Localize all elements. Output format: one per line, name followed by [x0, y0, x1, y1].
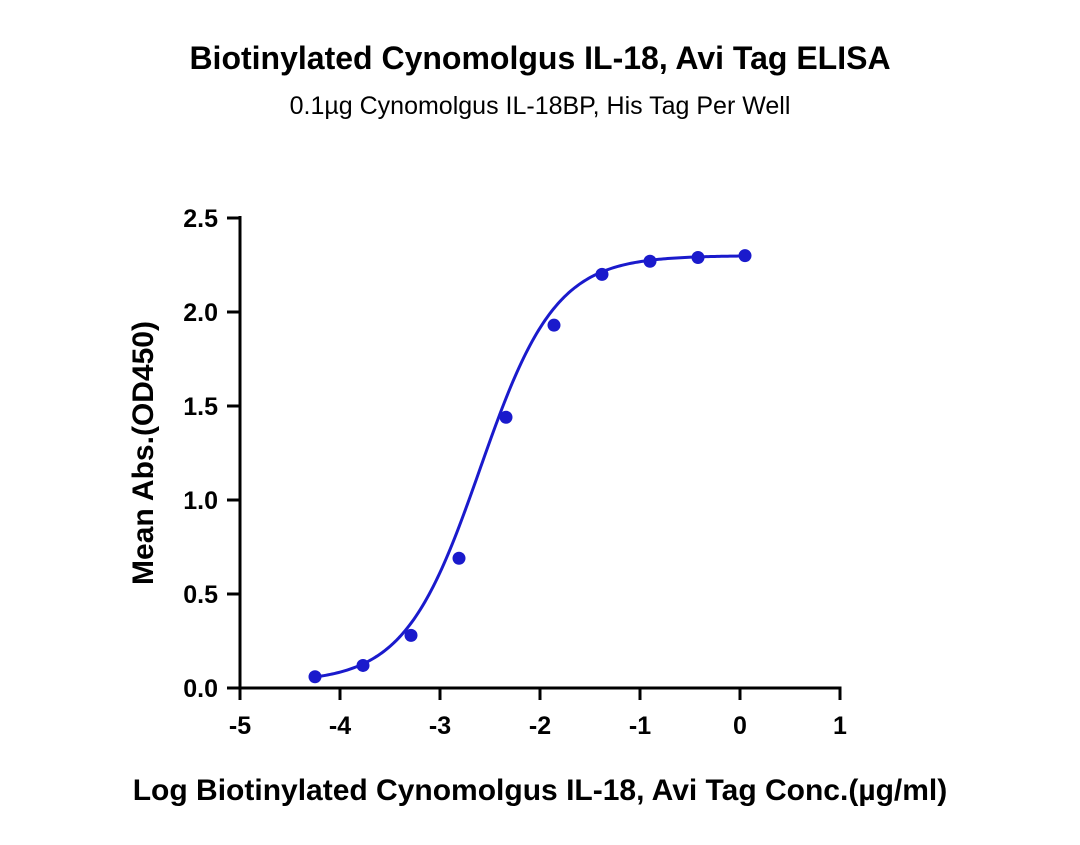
- data-point: [499, 410, 513, 424]
- y-tick-label: 2.0: [183, 299, 218, 327]
- data-point: [404, 628, 418, 642]
- data-point: [643, 254, 657, 268]
- y-axis-ticks: 0.0 0.5 1.0 1.5 2.0 2.5: [183, 205, 240, 703]
- chart-title: Biotinylated Cynomolgus IL-18, Avi Tag E…: [189, 40, 891, 76]
- axes: [238, 216, 842, 690]
- fit-curve: [314, 254, 746, 679]
- y-tick-label: 1.5: [183, 393, 218, 421]
- fit-curve-layer: [314, 254, 746, 679]
- data-point: [452, 551, 466, 565]
- x-tick-label: -5: [229, 712, 251, 740]
- x-tick-label: 0: [733, 712, 747, 740]
- data-points-layer: [308, 249, 752, 684]
- y-tick-label: 0.5: [183, 581, 218, 609]
- y-tick-label: 2.5: [183, 205, 218, 233]
- x-tick-label: -1: [629, 712, 651, 740]
- data-point: [595, 267, 609, 281]
- data-point: [356, 658, 370, 672]
- data-point: [308, 670, 322, 684]
- y-tick-label: 0.0: [183, 675, 218, 703]
- y-tick-label: 1.0: [183, 487, 218, 515]
- chart-subtitle: 0.1µg Cynomolgus IL-18BP, His Tag Per We…: [289, 92, 791, 120]
- x-axis-ticks: -5 -4 -3 -2 -1 0 1: [229, 688, 847, 740]
- x-tick-label: -3: [429, 712, 451, 740]
- x-tick-label: 1: [833, 712, 847, 740]
- data-point: [738, 249, 752, 263]
- x-tick-label: -2: [529, 712, 551, 740]
- data-point: [547, 318, 561, 332]
- x-tick-label: -4: [329, 712, 351, 740]
- y-axis-label: Mean Abs.(OD450): [127, 321, 160, 585]
- data-point: [691, 250, 705, 264]
- x-axis-label: Log Biotinylated Cynomolgus IL-18, Avi T…: [133, 774, 948, 807]
